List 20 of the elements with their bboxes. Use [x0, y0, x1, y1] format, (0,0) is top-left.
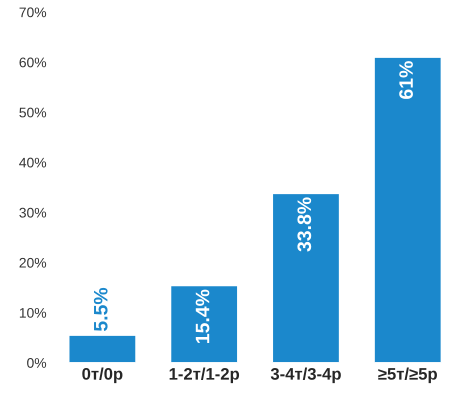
y-tick-label: 30% — [19, 208, 46, 218]
x-tick-label: ≥5т/≥5р — [378, 368, 437, 384]
bar — [272, 192, 340, 363]
data-label: 15.4% — [196, 290, 210, 343]
x-tick-label: 3-4т/3-4р — [270, 368, 341, 384]
y-tick-label: 60% — [20, 58, 46, 68]
bar — [68, 334, 137, 363]
bar — [373, 56, 442, 363]
data-label: 5.5% — [94, 288, 108, 332]
x-tick-label: 1-2т/1-2р — [170, 368, 240, 384]
y-tick-label: 40% — [19, 158, 46, 168]
data-label: 61% — [399, 61, 413, 99]
y-tick-label: 70% — [20, 7, 46, 18]
x-tick-label: 0т/0р — [82, 368, 122, 384]
y-tick-label: 0% — [27, 358, 46, 368]
data-label: 33.8% — [297, 197, 312, 252]
y-tick-label: 50% — [19, 108, 46, 118]
y-tick-label: 20% — [20, 258, 46, 268]
bar — [170, 284, 238, 363]
y-tick-label: 10% — [20, 308, 46, 318]
